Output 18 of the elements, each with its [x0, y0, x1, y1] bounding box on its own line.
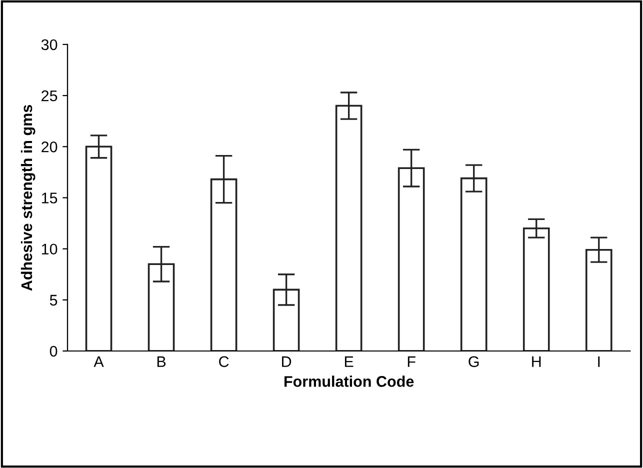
x-tick-label: E [344, 356, 354, 367]
y-tick-label: 0 [50, 346, 58, 357]
x-axis-title: Formulation Code [284, 376, 414, 387]
x-tick-label: F [408, 356, 416, 367]
x-tick-label: H [532, 356, 541, 367]
y-tick-label: 25 [42, 90, 58, 102]
x-tick-label: A [94, 356, 104, 367]
x-tick-label: I [598, 356, 600, 367]
y-tick-label: 15 [42, 192, 58, 204]
x-tick-label: B [157, 356, 166, 367]
x-tick-label: D [282, 356, 292, 367]
x-tick-label: C [219, 356, 229, 368]
y-tick-label: 5 [50, 294, 58, 306]
y-axis-title: Adhesive strength in gms [20, 104, 36, 291]
y-tick-label: 30 [41, 39, 58, 50]
x-tick-label: G [468, 356, 479, 368]
y-tick-label: 10 [42, 244, 58, 255]
y-tick-label: 20 [42, 142, 58, 152]
